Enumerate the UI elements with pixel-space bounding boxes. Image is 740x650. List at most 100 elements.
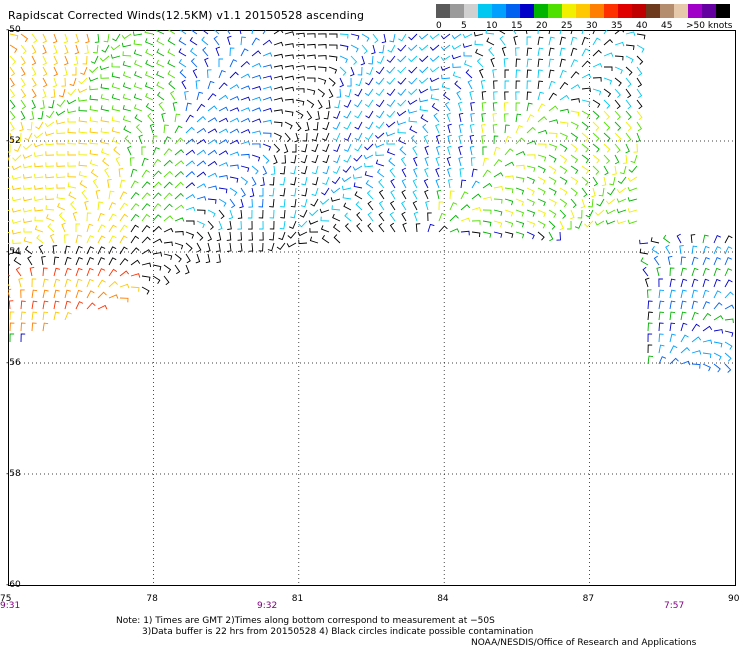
wind-barb	[218, 117, 229, 123]
wind-barb	[185, 102, 192, 112]
wind-barb	[145, 102, 154, 112]
wind-barb	[297, 231, 308, 237]
wind-barb	[251, 74, 262, 80]
wind-barb	[680, 347, 690, 354]
wind-barb	[581, 73, 592, 79]
wind-barb	[178, 48, 187, 57]
wind-barb	[427, 223, 435, 233]
wind-barb	[397, 77, 407, 85]
wind-barb	[63, 33, 69, 44]
wind-barb	[441, 74, 451, 80]
legend-swatch	[436, 4, 450, 18]
wind-barb	[548, 58, 555, 68]
wind-barb	[515, 176, 525, 183]
wind-barb	[537, 176, 546, 185]
wind-barb	[262, 165, 268, 176]
wind-barb	[163, 203, 173, 211]
wind-barb	[481, 113, 486, 123]
wind-barb	[526, 114, 535, 123]
wind-barb	[526, 231, 535, 240]
wind-barb	[306, 33, 316, 38]
wind-barb	[97, 268, 106, 277]
wind-barb	[56, 129, 66, 134]
wind-barb	[20, 44, 27, 55]
wind-barb	[515, 80, 521, 90]
wind-barb	[273, 154, 278, 165]
wind-barb	[163, 181, 173, 189]
wind-barb	[592, 49, 602, 57]
legend-swatch	[632, 4, 646, 18]
wind-barb	[724, 341, 733, 350]
wind-barb	[430, 94, 440, 101]
wind-barb	[614, 143, 621, 154]
wind-barb	[636, 55, 644, 65]
wind-barb	[449, 190, 455, 200]
wind-barb	[111, 105, 121, 112]
wind-barb	[23, 236, 33, 244]
wind-barb	[322, 165, 330, 175]
wind-barb	[493, 231, 503, 238]
wind-barb	[504, 135, 512, 145]
wind-barb	[130, 180, 139, 189]
wind-barb	[680, 300, 687, 310]
wind-barb	[82, 55, 88, 65]
wind-barb	[713, 341, 723, 348]
wind-barb	[79, 180, 88, 189]
wind-barb	[90, 55, 99, 64]
wind-barb	[145, 38, 154, 46]
wind-barb	[100, 116, 110, 123]
wind-barb	[216, 231, 222, 242]
wind-barb	[352, 174, 363, 179]
wind-barb	[145, 92, 154, 101]
wind-barb	[537, 143, 547, 149]
lat-tick-label: -54	[6, 247, 21, 257]
wind-barb	[636, 44, 645, 53]
wind-barb	[526, 126, 536, 134]
wind-barb	[713, 363, 721, 373]
wind-barb	[311, 187, 319, 197]
wind-barb	[691, 311, 699, 321]
wind-barb	[401, 178, 407, 189]
wind-barb	[9, 322, 15, 332]
wind-barb	[141, 192, 151, 200]
wind-barb	[31, 55, 37, 66]
wind-barb	[354, 99, 363, 108]
wind-barb	[603, 143, 611, 153]
wind-barb	[11, 175, 22, 180]
wind-barb	[163, 170, 173, 178]
wind-barb	[58, 88, 66, 98]
wind-barb	[152, 252, 163, 257]
wind-barb	[248, 242, 254, 252]
wind-barb	[581, 154, 590, 164]
wind-barb	[386, 66, 396, 74]
lon-tick-label: 78	[146, 594, 158, 604]
wind-barb	[724, 291, 734, 299]
wind-barb	[23, 185, 33, 190]
wind-barb	[424, 156, 429, 167]
wind-barb	[204, 57, 209, 68]
wind-barb	[53, 300, 60, 310]
wind-barb	[174, 149, 185, 156]
wind-barb	[86, 223, 94, 233]
wind-barb	[559, 121, 569, 128]
wind-barb	[559, 209, 567, 219]
wind-barb	[213, 35, 220, 46]
wind-barb	[240, 107, 251, 112]
wind-barb	[133, 93, 143, 101]
wind-barb	[251, 130, 262, 135]
wind-barb	[365, 110, 374, 119]
wind-barb	[20, 322, 26, 332]
wind-barb	[625, 55, 634, 64]
wind-barb	[42, 311, 49, 321]
wind-barb	[276, 242, 286, 251]
wind-barb	[548, 198, 557, 207]
map-frame	[8, 30, 736, 586]
wind-barb	[301, 187, 308, 197]
wind-barb	[570, 143, 578, 153]
wind-barb	[67, 151, 76, 156]
wind-barb	[309, 228, 319, 233]
wind-barb	[196, 127, 207, 134]
wind-barb	[141, 249, 152, 255]
wind-barb	[570, 36, 578, 46]
wind-barb	[376, 168, 385, 178]
